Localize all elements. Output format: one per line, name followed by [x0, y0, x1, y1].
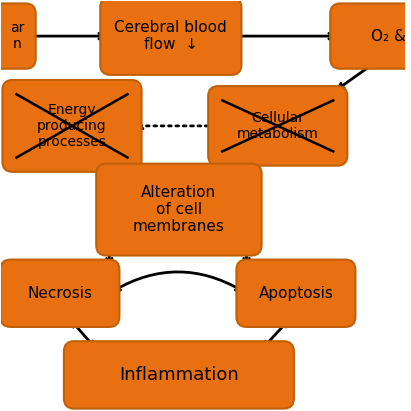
FancyBboxPatch shape	[0, 3, 36, 69]
Text: Energy
producing
processes: Energy producing processes	[37, 103, 107, 149]
Text: ar
n: ar n	[10, 21, 25, 51]
Text: Necrosis: Necrosis	[28, 286, 92, 301]
FancyBboxPatch shape	[208, 86, 347, 166]
FancyBboxPatch shape	[96, 164, 262, 256]
Text: Cerebral blood
flow  ↓: Cerebral blood flow ↓	[115, 20, 227, 52]
Text: Inflammation: Inflammation	[119, 366, 239, 384]
Text: O₂ &: O₂ &	[371, 29, 406, 44]
Text: Cellular
metabolism: Cellular metabolism	[237, 111, 319, 141]
FancyBboxPatch shape	[100, 0, 241, 75]
FancyBboxPatch shape	[0, 260, 120, 327]
FancyBboxPatch shape	[2, 80, 142, 172]
Text: Apoptosis: Apoptosis	[259, 286, 333, 301]
Text: Alteration
of cell
membranes: Alteration of cell membranes	[133, 185, 225, 235]
FancyBboxPatch shape	[330, 3, 411, 69]
FancyBboxPatch shape	[236, 260, 356, 327]
FancyBboxPatch shape	[64, 341, 294, 409]
